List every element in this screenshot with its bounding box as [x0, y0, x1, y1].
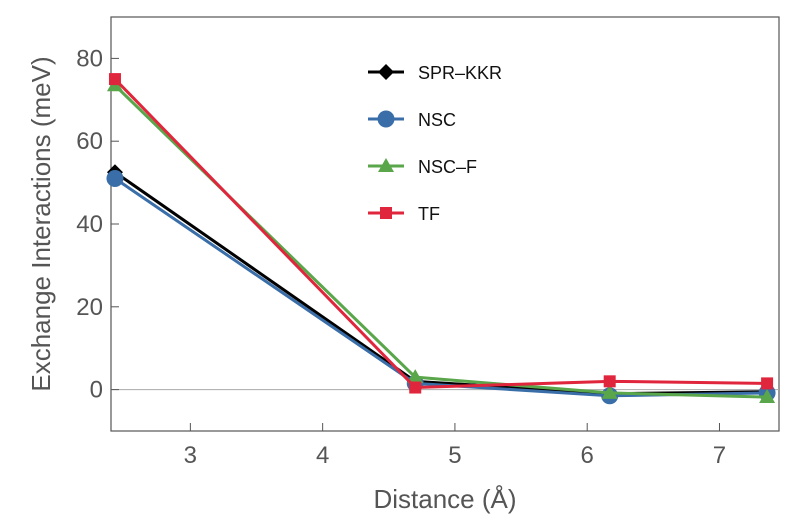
series-line-tf: [113, 78, 768, 390]
series-tf: [108, 73, 774, 394]
legend-label-spr-kkr: SPR–KKR: [418, 63, 502, 83]
series-line-nsc: [114, 177, 768, 398]
y-axis-ticks: 0 20 40 60 80: [76, 45, 119, 404]
y-tick-label: 60: [76, 128, 103, 155]
y-tick-label: 40: [76, 211, 103, 238]
x-tick-label: 6: [581, 442, 594, 469]
series-nsc: [106, 169, 776, 405]
x-axis-ticks: 3 4 5 6 7: [184, 423, 726, 469]
y-tick-label: 0: [90, 377, 103, 404]
x-axis-title: Distance (Å): [373, 484, 516, 514]
legend-marker-nsc-f: [378, 158, 394, 172]
y-tick-label: 20: [76, 294, 103, 321]
data-point-tf: [108, 73, 121, 86]
data-point-tf: [761, 377, 774, 390]
series-layer: [106, 73, 776, 405]
data-point-nsc-f: [601, 384, 618, 399]
legend-marker-nsc: [377, 110, 395, 128]
data-point-nsc-f: [759, 389, 776, 404]
x-tick-label: 3: [184, 442, 197, 469]
legend-item-spr-kkr: SPR–KKR: [368, 63, 502, 83]
data-point-tf: [409, 381, 422, 394]
legend-label-nsc: NSC: [418, 110, 456, 130]
legend-marker-spr-kkr: [378, 64, 394, 80]
data-point-nsc-f: [407, 369, 424, 384]
legend: SPR–KKR NSC NSC–F TF: [368, 63, 502, 224]
y-tick-label: 80: [76, 45, 103, 72]
x-tick-label: 5: [448, 442, 461, 469]
data-point-tf: [603, 375, 616, 388]
legend-label-nsc-f: NSC–F: [418, 157, 477, 177]
legend-marker-tf: [380, 207, 392, 219]
legend-item-nsc-f: NSC–F: [368, 157, 477, 177]
x-tick-label: 7: [713, 442, 726, 469]
legend-label-tf: TF: [418, 204, 440, 224]
series-line-spr-kkr: [114, 171, 768, 396]
series-spr-kkr: [106, 164, 776, 402]
data-point-nsc: [106, 169, 124, 187]
x-tick-label: 4: [316, 442, 329, 469]
legend-item-nsc: NSC: [368, 110, 456, 130]
y-axis-title: Exchange Interactions (meV): [26, 56, 56, 391]
legend-item-tf: TF: [368, 204, 440, 224]
